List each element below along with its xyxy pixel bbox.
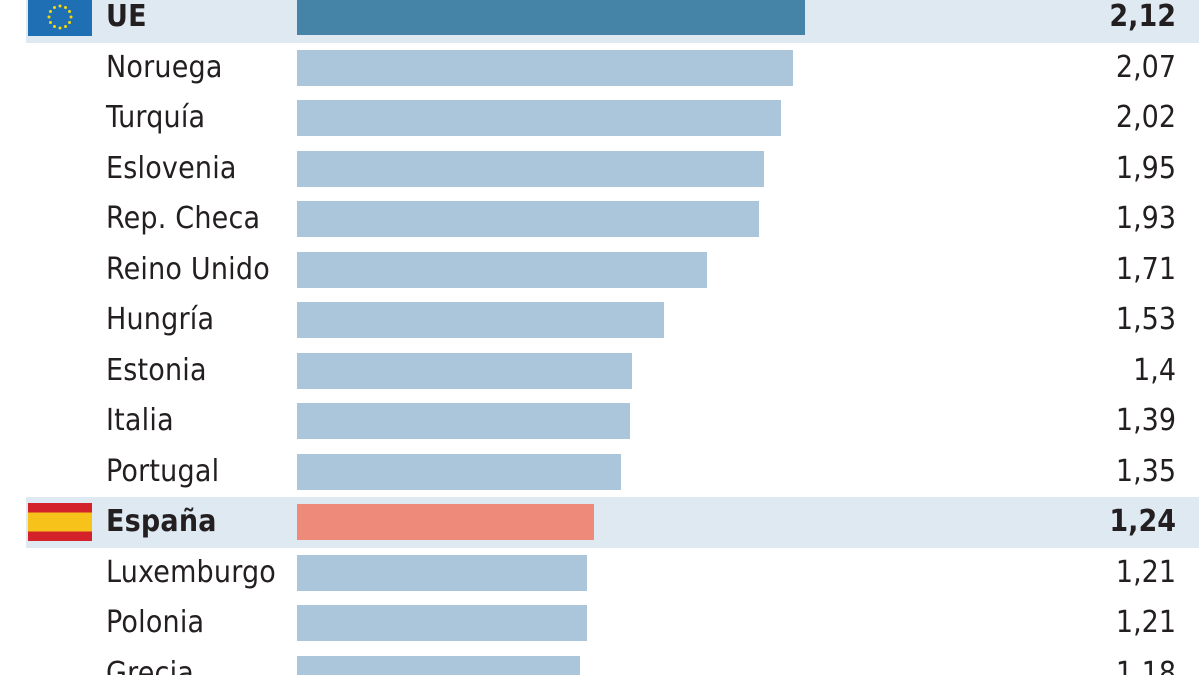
value-label: 2,07 xyxy=(1115,49,1176,85)
bar-turquia xyxy=(297,100,781,136)
bar-noruega xyxy=(297,49,793,86)
category-label: Noruega xyxy=(106,49,223,85)
bar-row-hungria: Hungría 1,53 xyxy=(0,295,1199,346)
value-label: 2,02 xyxy=(1115,100,1176,135)
bar-row-italia: Italia 1,39 xyxy=(0,396,1199,447)
value-label: 1,39 xyxy=(1115,403,1176,438)
value-label: 1,21 xyxy=(1115,554,1176,590)
bar-row-espana: España 1,24 xyxy=(0,497,1199,548)
category-label: Turquía xyxy=(106,100,206,135)
spain-flag-icon xyxy=(28,503,92,541)
bar-row-turquia: Turquía 2,02 xyxy=(0,93,1199,144)
bar-estonia xyxy=(297,352,633,389)
value-label: 1,95 xyxy=(1115,150,1176,186)
value-label: 1,18 xyxy=(1115,655,1176,675)
value-label: 1,71 xyxy=(1115,251,1176,287)
bar-portugal xyxy=(297,453,621,490)
bar-eslovenia xyxy=(297,150,765,187)
highlight-band xyxy=(26,497,1199,548)
bar-luxemburgo xyxy=(297,554,587,591)
bar-row-grecia: Grecia 1,18 xyxy=(0,649,1199,675)
bar-grecia xyxy=(297,655,580,675)
value-label: 1,21 xyxy=(1115,605,1176,640)
value-label: 1,93 xyxy=(1115,201,1176,236)
category-label: Italia xyxy=(106,403,174,438)
category-label: UE xyxy=(106,0,147,34)
category-label: Portugal xyxy=(106,453,220,489)
bar-row-estonia: Estonia 1,4 xyxy=(0,346,1199,397)
bar-polonia xyxy=(297,605,587,641)
category-label: Luxemburgo xyxy=(106,554,277,590)
bar-row-eslovenia: Eslovenia 1,95 xyxy=(0,144,1199,195)
bar-row-reino-unido: Reino Unido 1,71 xyxy=(0,245,1199,296)
category-label: Estonia xyxy=(106,352,207,388)
bar-ue xyxy=(297,0,805,35)
bar-italia xyxy=(297,403,630,439)
bar-row-portugal: Portugal 1,35 xyxy=(0,447,1199,498)
category-label: España xyxy=(106,504,217,539)
category-label: Polonia xyxy=(106,605,205,640)
value-label: 1,35 xyxy=(1115,453,1176,489)
category-label: Grecia xyxy=(106,655,195,675)
bar-row-luxemburgo: Luxemburgo 1,21 xyxy=(0,548,1199,599)
value-label: 1,4 xyxy=(1133,352,1176,388)
bar-row-ue: UE 2,12 xyxy=(0,0,1199,43)
value-label: 1,53 xyxy=(1115,302,1176,337)
bar-espana xyxy=(297,504,595,540)
bar-rep-checa xyxy=(297,201,760,237)
bar-hungria xyxy=(297,302,664,338)
bar-row-rep-checa: Rep. Checa 1,93 xyxy=(0,194,1199,245)
value-label: 1,24 xyxy=(1109,504,1176,539)
bar-row-noruega: Noruega 2,07 xyxy=(0,43,1199,94)
value-label: 2,12 xyxy=(1109,0,1176,34)
category-label: Rep. Checa xyxy=(106,201,261,236)
bar-reino-unido xyxy=(297,251,707,288)
category-label: Eslovenia xyxy=(106,150,237,186)
category-label: Reino Unido xyxy=(106,251,270,287)
eu-flag-icon xyxy=(28,0,92,36)
category-label: Hungría xyxy=(106,302,215,337)
bar-row-polonia: Polonia 1,21 xyxy=(0,598,1199,649)
